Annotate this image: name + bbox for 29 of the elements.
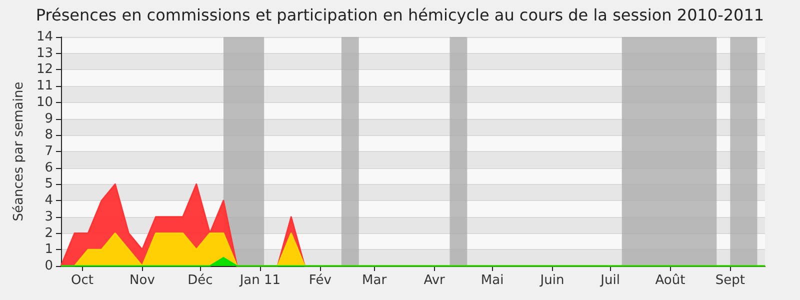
x-tick-label: Déc xyxy=(188,273,213,288)
chart-title: Présences en commissions et participation en hémicycle au cours de la session 2010-2011 xyxy=(36,6,764,24)
x-tick-label: Mai xyxy=(480,273,504,288)
y-tick-label: 3 xyxy=(44,209,53,224)
y-tick-label: 11 xyxy=(36,78,53,94)
x-tick-label: Jan 11 xyxy=(238,273,281,288)
y-tick-label: 13 xyxy=(36,46,53,61)
y-tick-label: 9 xyxy=(44,111,53,126)
x-tick-label: Nov xyxy=(130,273,156,288)
y-tick-label: 10 xyxy=(36,94,53,110)
y-axis-title: Séances par semaine xyxy=(12,82,27,222)
y-tick-label: 12 xyxy=(36,62,53,78)
y-tick-label: 4 xyxy=(44,193,53,208)
y-tick-label: 1 xyxy=(44,242,53,258)
x-tick-label: Juil xyxy=(600,273,620,288)
x-tick-label: Avr xyxy=(424,273,446,288)
x-tick-label: Mar xyxy=(362,273,388,288)
x-tick-label: Fév xyxy=(308,273,332,288)
y-tick-label: 5 xyxy=(44,176,53,192)
x-tick-label: Juin xyxy=(539,273,564,288)
y-tick-label: 8 xyxy=(44,128,53,143)
x-tick-label: Août xyxy=(655,273,686,288)
y-tick-label: 6 xyxy=(44,160,53,176)
y-tick-label: 0 xyxy=(44,258,53,274)
y-tick-label: 2 xyxy=(44,226,53,241)
y-tick-label: 14 xyxy=(36,30,53,44)
x-tick-label: Oct xyxy=(71,273,94,288)
y-tick-label: 7 xyxy=(44,144,53,159)
x-tick-label: Sept xyxy=(715,273,745,288)
